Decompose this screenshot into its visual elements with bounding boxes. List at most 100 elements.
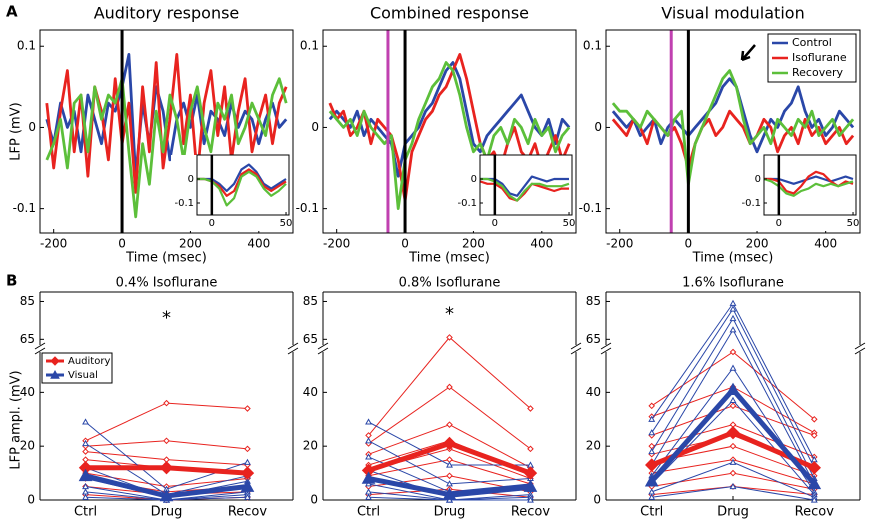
chart-title: 1.6% Isoflurane: [682, 276, 784, 291]
x-tick-label: 200: [179, 237, 202, 251]
triangle-marker: [365, 488, 372, 495]
diamond-marker: [729, 442, 737, 450]
triangle-marker: [644, 474, 659, 487]
triangle-marker: [729, 396, 737, 404]
inset-y-tick-label: 0: [188, 174, 194, 185]
diamond-marker: [729, 402, 737, 410]
y-tick-label: 65: [303, 332, 318, 346]
triangle-marker: [729, 314, 737, 322]
triangle-marker: [648, 415, 656, 422]
chart-title: Auditory response: [94, 4, 240, 23]
y-tick-label: 0.1: [583, 39, 602, 53]
legend-label: Recovery: [792, 66, 843, 79]
axes-frame: [322, 29, 577, 234]
y-tick-label: 40: [303, 385, 318, 399]
y-tick-label: -0.1: [13, 201, 36, 215]
y-tick-label: 85: [20, 294, 35, 308]
axis-break: [570, 342, 582, 355]
triangle-marker: [244, 458, 251, 465]
triangle-marker: [729, 305, 737, 312]
axes-frame: [605, 29, 861, 234]
triangle-marker: [82, 482, 89, 490]
y-axis-label: LFP ampl. (mV): [9, 370, 24, 469]
inset-y-tick-label: 0: [471, 174, 477, 185]
diamond-marker: [729, 348, 737, 356]
y-tick-label: 0: [310, 493, 318, 507]
x-tick-label: 400: [247, 237, 270, 251]
axis-break: [854, 342, 866, 355]
triangle-marker: [527, 496, 534, 503]
inset-x-tick-label: 50: [563, 218, 576, 229]
x-tick-label: -200: [40, 237, 67, 251]
subject-line: [85, 402, 248, 442]
inset-y-tick-label: -0.1: [741, 198, 761, 209]
triangle-marker: [365, 437, 372, 444]
y-tick-label: 0: [594, 120, 602, 134]
diamond-marker: [163, 399, 170, 407]
arrow: [740, 44, 756, 62]
axis-break: [287, 342, 299, 355]
triangle-marker: [523, 479, 538, 492]
triangle-marker: [446, 461, 453, 468]
triangle-marker: [82, 439, 89, 447]
triangle-marker: [82, 488, 89, 495]
panel-label: A: [6, 3, 18, 21]
inset-x-tick-label: 0: [776, 218, 782, 229]
triangle-marker: [82, 493, 89, 500]
x-tick-label: 0: [401, 237, 409, 251]
y-tick-label: 20: [586, 439, 601, 453]
diamond-marker: [446, 383, 453, 391]
triangle-marker: [442, 487, 457, 500]
inset-x-tick-label: 0: [209, 218, 215, 229]
inset-frame: [196, 154, 290, 216]
diamond-marker: [442, 436, 457, 451]
y-tick-label: 65: [20, 332, 35, 346]
x-tick-label: -200: [606, 237, 633, 251]
diamond-marker: [726, 426, 740, 440]
y-tick-label: 85: [586, 294, 601, 308]
triangle-marker: [78, 468, 93, 482]
inset-frame: [763, 154, 857, 216]
y-tick-label: 0: [28, 120, 36, 134]
diamond-marker: [523, 466, 538, 480]
legend-label: Visual: [68, 370, 98, 381]
triangle-marker: [807, 476, 822, 490]
y-tick-label: 20: [303, 439, 318, 453]
x-tick-label: Recov: [511, 505, 551, 520]
panel-label: B: [6, 272, 17, 290]
y-tick-label: 0.1: [17, 39, 36, 53]
chart-title: Combined response: [370, 4, 529, 23]
subject-line: [85, 421, 248, 490]
trace: [45, 53, 288, 194]
diamond-marker: [446, 472, 453, 480]
legend-label: Auditory: [68, 356, 110, 367]
triangle-marker: [729, 299, 737, 306]
triangle-marker: [729, 326, 737, 333]
triangle-marker: [648, 493, 656, 500]
triangle-marker: [648, 429, 656, 436]
diamond-marker: [159, 461, 174, 475]
axis-break: [34, 342, 46, 355]
y-tick-label: 40: [586, 385, 601, 399]
inset-y-tick-label: 0: [755, 174, 761, 185]
x-tick-label: Ctrl: [74, 505, 97, 520]
x-tick-label: Drug: [151, 505, 183, 520]
triangle-marker: [729, 364, 737, 371]
triangle-marker: [365, 418, 372, 425]
y-tick-label: 20: [20, 439, 35, 453]
diamond-marker: [648, 402, 656, 410]
triangle-marker: [446, 480, 453, 487]
axis-break: [600, 342, 612, 355]
y-tick-label: 0: [311, 120, 319, 134]
x-tick-label: 0: [118, 237, 126, 251]
x-tick-label: Drug: [434, 505, 466, 520]
diamond-marker: [446, 334, 453, 341]
x-tick-label: Drug: [717, 505, 749, 520]
triangle-marker: [810, 496, 818, 503]
diamond-marker: [446, 421, 453, 428]
x-tick-label: -200: [323, 237, 350, 251]
chart-title: 0.8% Isoflurane: [399, 276, 501, 291]
x-tick-label: 0: [685, 237, 693, 251]
annotation: *: [445, 304, 454, 325]
diamond-marker: [807, 461, 821, 475]
